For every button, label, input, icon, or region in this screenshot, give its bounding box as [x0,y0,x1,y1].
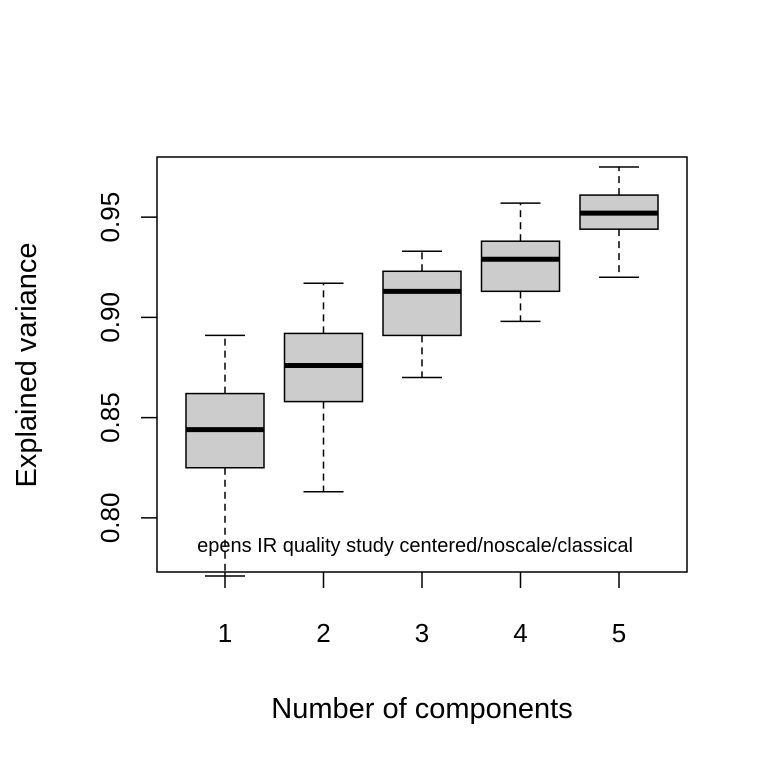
boxes [185,166,659,577]
box-iqr [382,270,462,337]
x-axis: 1 2 3 4 5 [218,572,626,648]
box-1 [185,334,265,577]
box-5 [579,166,659,279]
y-tick-label: 0.80 [95,493,125,544]
y-axis-title: Explained variance [11,242,43,487]
x-tick-label: 4 [513,618,527,648]
y-tick-label: 0.95 [95,192,125,243]
box-2 [283,282,364,493]
x-tick-label: 3 [415,618,429,648]
box-iqr [480,240,561,293]
x-tick-label: 5 [612,618,626,648]
box-3 [382,250,462,379]
x-axis-title: Number of components [271,693,572,725]
box-4 [480,202,561,323]
x-tick-label: 2 [316,618,330,648]
y-tick-label: 0.85 [95,392,125,443]
plot-annotation: epens IR quality study centered/noscale/… [197,535,633,557]
x-tick-label: 1 [218,618,232,648]
y-tick-label: 0.90 [95,292,125,343]
y-axis: 0.80 0.85 0.90 0.95 [95,192,157,543]
